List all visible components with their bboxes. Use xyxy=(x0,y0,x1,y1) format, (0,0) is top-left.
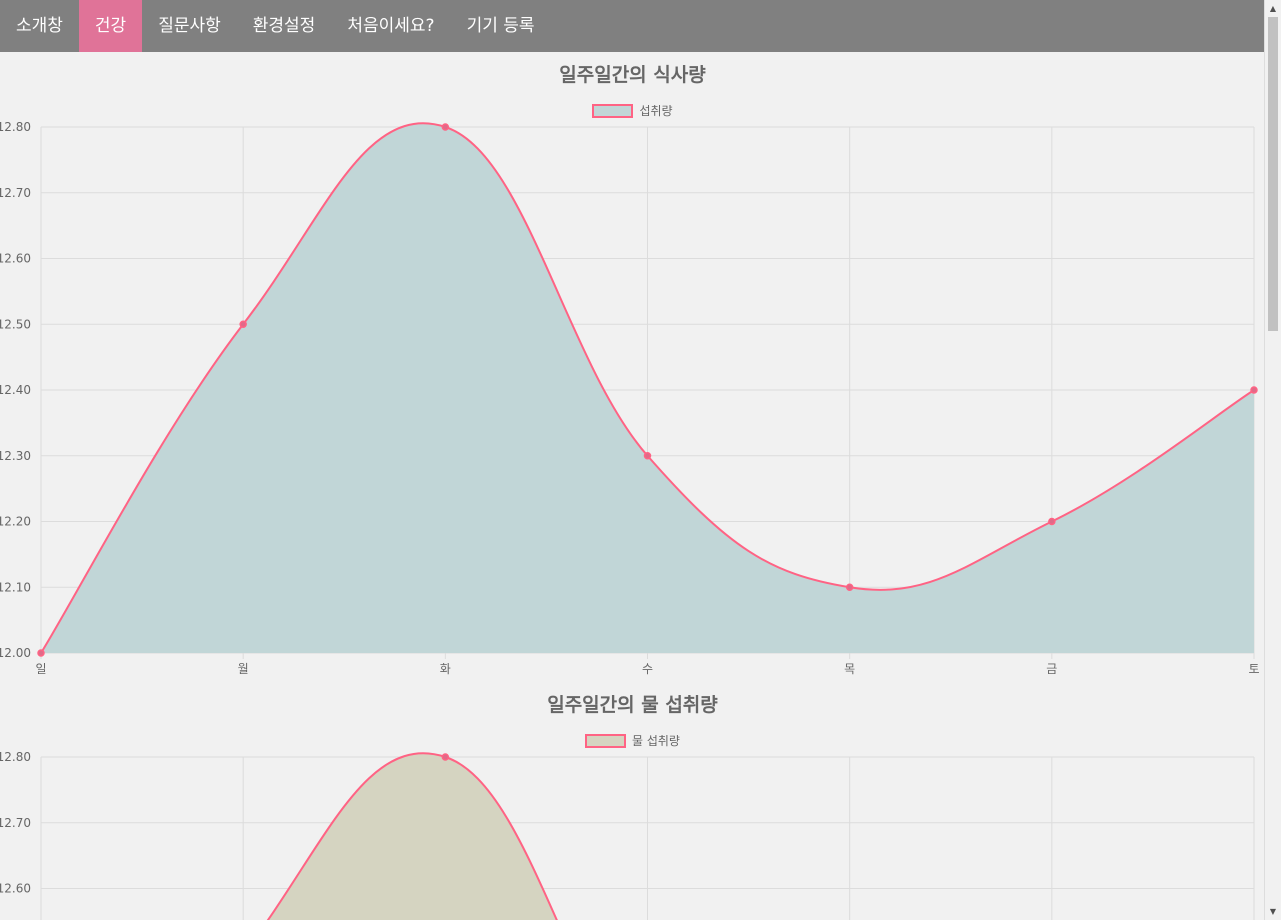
vertical-scrollbar[interactable]: ▲ ▼ xyxy=(1264,0,1281,920)
water-chart-legend[interactable]: 물 섭취량 xyxy=(0,732,1265,749)
nav-item-faq[interactable]: 질문사항 xyxy=(158,16,221,36)
x-tick-label: 수 xyxy=(642,662,653,676)
series-area xyxy=(41,123,1254,653)
y-tick-label: 12.80 xyxy=(0,750,31,764)
legend-swatch xyxy=(592,103,634,118)
y-tick-label: 12.00 xyxy=(0,646,31,660)
data-point[interactable] xyxy=(643,452,652,460)
y-tick-label: 12.40 xyxy=(0,383,31,397)
y-tick-label: 12.10 xyxy=(0,580,31,594)
data-point[interactable] xyxy=(441,123,450,131)
data-point[interactable] xyxy=(1048,517,1056,526)
meal-chart-title: 일주일간의 식사량 xyxy=(559,64,706,86)
grid xyxy=(40,756,1255,920)
water-chart-title: 일주일간의 물 섭취량 xyxy=(547,694,718,716)
y-tick-label: 12.60 xyxy=(0,252,31,266)
series-line xyxy=(40,122,1255,654)
data-point[interactable] xyxy=(239,320,247,328)
y-tick-label: 12.60 xyxy=(0,882,31,896)
y-tick-label: 12.70 xyxy=(0,186,31,200)
scroll-thumb[interactable] xyxy=(1268,17,1278,331)
legend-label: 물 섭취량 xyxy=(632,734,680,748)
series-area xyxy=(267,753,557,920)
x-tick-label: 금 xyxy=(1046,662,1057,676)
y-tick-label: 12.80 xyxy=(0,120,31,134)
data-point[interactable] xyxy=(37,649,45,657)
legend-swatch xyxy=(585,733,626,748)
legend-label: 섭취량 xyxy=(639,104,673,118)
nav-item-first-time[interactable]: 처음이세요? xyxy=(347,16,435,36)
top-nav: 소개창 건강 질문사항 환경설정 처음이세요? 기기 등록 xyxy=(0,0,1265,52)
scroll-down-icon[interactable]: ▼ xyxy=(1269,907,1277,916)
x-tick-label: 화 xyxy=(440,662,451,676)
main-content: 일주일간의 식사량 섭취량 12.80 12.70 12.60 12.50 12.40 1… xyxy=(0,52,1265,920)
x-tick-label: 토 xyxy=(1248,662,1259,676)
y-tick-label: 12.70 xyxy=(0,816,31,830)
scroll-up-icon[interactable]: ▲ xyxy=(1269,4,1277,13)
y-tick-label: 12.30 xyxy=(0,449,31,463)
y-tick-label: 12.50 xyxy=(0,317,31,331)
meal-chart: 12.80 12.70 12.60 12.50 12.40 12.30 12.20 12.10… xyxy=(0,120,1260,676)
nav-item-health[interactable]: 건강 xyxy=(78,0,143,52)
nav-item-intro[interactable]: 소개창 xyxy=(16,16,63,36)
x-tick-label: 목 xyxy=(844,662,855,676)
water-chart: 12.8012.7012.6012.5012.4012.3012.2012.10… xyxy=(0,750,1255,920)
data-point[interactable] xyxy=(1250,386,1258,394)
data-point[interactable] xyxy=(845,583,854,591)
x-tick-label: 월 xyxy=(238,662,249,676)
data-point[interactable] xyxy=(441,753,450,761)
x-tick-label: 일 xyxy=(35,662,46,676)
nav-item-device-register[interactable]: 기기 등록 xyxy=(466,16,535,36)
nav-item-settings[interactable]: 환경설정 xyxy=(252,16,316,36)
meal-chart-legend[interactable]: 섭취량 xyxy=(0,102,1265,119)
y-tick-label: 12.20 xyxy=(0,515,31,529)
